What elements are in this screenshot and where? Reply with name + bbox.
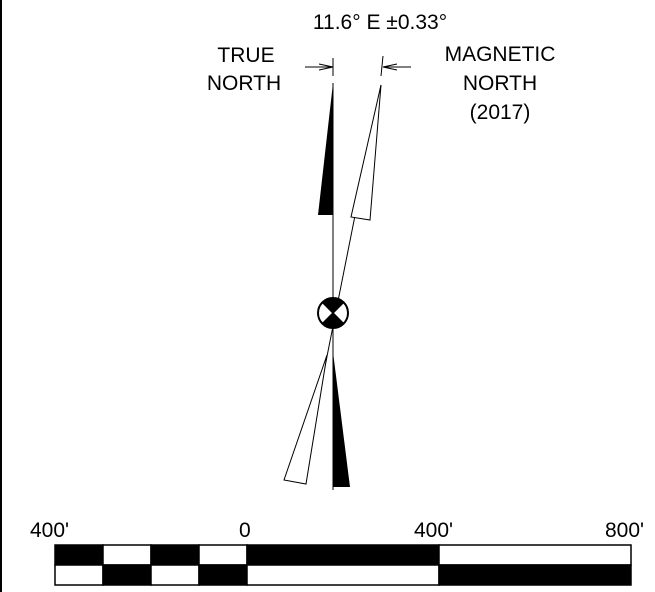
compass-center-icon xyxy=(317,297,349,329)
svg-text:(2017): (2017) xyxy=(470,101,531,124)
svg-text:TRUE: TRUE xyxy=(217,44,274,67)
svg-text:MAGNETIC: MAGNETIC xyxy=(445,43,556,66)
scale-label-400-left: 400' xyxy=(30,519,69,542)
svg-text:NORTH: NORTH xyxy=(463,72,537,95)
true-north-label: TRUE NORTH xyxy=(207,44,281,95)
scale-label-800: 800' xyxy=(605,519,644,542)
svg-text:NORTH: NORTH xyxy=(207,72,281,95)
scale-label-0: 0 xyxy=(239,519,251,542)
scale-label-400-right: 400' xyxy=(414,519,453,542)
declination-label: 11.6° E ±0.33° xyxy=(313,11,447,34)
declination-dimension xyxy=(305,55,411,77)
scale-bar-labels: 400' 0 400' 800' xyxy=(30,519,644,542)
scale-bar xyxy=(54,544,632,586)
true-north-arrow xyxy=(318,83,350,490)
magnetic-north-arrow xyxy=(283,84,382,485)
magnetic-north-label: MAGNETIC NORTH (2017) xyxy=(445,43,556,124)
